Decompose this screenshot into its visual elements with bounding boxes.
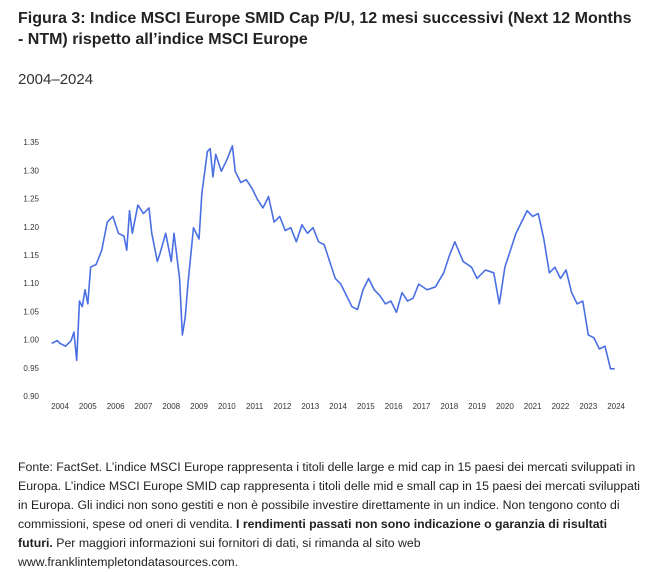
x-tick-label: 2010: [218, 402, 236, 411]
footnote: Fonte: FactSet. L’indice MSCI Europe rap…: [18, 458, 640, 572]
x-tick-label: 2018: [440, 402, 458, 411]
y-tick-label: 0.95: [23, 364, 39, 373]
x-tick-label: 2015: [357, 402, 375, 411]
x-tick-label: 2004: [51, 402, 69, 411]
x-tick-label: 2008: [162, 402, 180, 411]
chart-title: Figura 3: Indice MSCI Europe SMID Cap P/…: [18, 10, 632, 48]
y-tick-label: 1.00: [23, 336, 39, 345]
y-tick-label: 1.10: [23, 279, 39, 288]
y-tick-label: 1.15: [23, 251, 39, 260]
x-tick-label: 2021: [524, 402, 542, 411]
y-tick-label: 0.90: [23, 392, 39, 401]
footnote-bold: I rendimenti passati non sono indicazion…: [18, 517, 608, 550]
data-line: [51, 145, 615, 370]
x-tick-label: 2013: [301, 402, 319, 411]
page: {"chart_data": {"type": "line", "title":…: [18, 10, 640, 569]
x-tick-label: 2022: [552, 402, 570, 411]
x-tick-label: 2017: [413, 402, 431, 411]
x-tick-label: 2005: [79, 402, 97, 411]
y-tick-label: 1.20: [23, 223, 39, 232]
y-tick-label: 1.25: [23, 195, 39, 204]
x-tick-label: 2007: [135, 402, 153, 411]
x-tick-label: 2020: [496, 402, 514, 411]
chart-subtitle: 2004–2024: [18, 71, 94, 88]
x-tick-label: 2012: [274, 402, 292, 411]
footnote-text: Fonte: FactSet. L’indice MSCI Europe rap…: [18, 460, 640, 531]
y-tick-label: 1.30: [23, 166, 39, 175]
y-tick-label: 1.05: [23, 307, 39, 316]
x-tick-label: 2024: [607, 402, 625, 411]
y-tick-label: 1.35: [23, 138, 39, 147]
footnote-text: Per maggiori informazioni sui fornitori …: [18, 536, 421, 569]
x-tick-label: 2014: [329, 402, 347, 411]
x-tick-label: 2006: [107, 402, 125, 411]
chart: 0.90 0.95 1.00 1.05 1.10 1.15 1.20 1.25 1.30 1.35…: [23, 138, 625, 411]
x-tick-label: 2016: [385, 402, 403, 411]
x-tick-label: 2011: [246, 402, 264, 411]
x-tick-label: 2019: [468, 402, 486, 411]
x-tick-label: 2023: [579, 402, 597, 411]
x-tick-label: 2009: [190, 402, 208, 411]
